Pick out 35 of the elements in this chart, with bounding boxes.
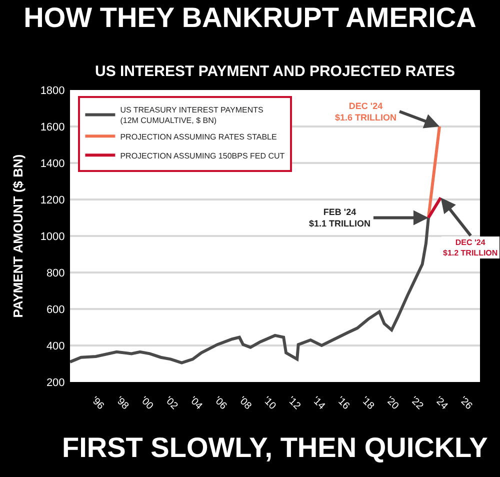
- annotation: FEB '24 $1.1 TRILLION: [309, 207, 371, 229]
- x-tick-label: '10: [260, 394, 278, 412]
- legend-label: PROJECTION ASSUMING 150BPS FED CUT: [120, 151, 285, 160]
- y-tick-label: 400: [46, 340, 65, 352]
- annotation: DEC '24 $1.6 TRILLION: [335, 101, 397, 123]
- y-tick-label: 1000: [40, 230, 65, 243]
- x-tick-label: '08: [236, 394, 254, 412]
- y-tick-label: 200: [46, 376, 65, 389]
- x-tick-label: '26: [457, 394, 474, 412]
- y-tick-label: 1600: [40, 121, 65, 134]
- x-tick-label: '00: [138, 394, 156, 412]
- x-tick-label: '96: [88, 394, 106, 412]
- y-tick-label: 800: [46, 267, 65, 280]
- x-tick-label: '22: [408, 394, 426, 412]
- x-tick-label: '24: [432, 394, 450, 412]
- chart-subtitle: US INTEREST PAYMENT AND PROJECTED RATES: [95, 63, 456, 80]
- x-tick-label: '04: [187, 394, 204, 412]
- x-tick-label: '20: [384, 394, 401, 412]
- y-axis-title: PAYMENT AMOUNT ($ BN): [10, 154, 26, 318]
- x-tick-label: '18: [358, 394, 376, 412]
- annotation: DEC '24 $1.2 TRILLION: [443, 238, 498, 258]
- x-tick-label: '02: [162, 394, 180, 412]
- y-tick-label: 1200: [40, 194, 65, 206]
- x-tick-label: '06: [212, 394, 229, 412]
- y-tick-label: 1800: [40, 84, 65, 97]
- chart-title: HOW THEY BANKRUPT AMERICA: [24, 2, 476, 33]
- x-tick-label: '16: [334, 394, 352, 412]
- y-tick-label: 1400: [40, 158, 65, 170]
- legend-label: PROJECTION ASSUMING RATES STABLE: [120, 132, 277, 142]
- legend-label: US TREASURY INTEREST PAYMENTS (12M CUMUALTIVE, $ BN): [120, 106, 264, 126]
- x-tick-label: '98: [113, 394, 131, 412]
- x-tick-label: '12: [285, 394, 303, 412]
- y-tick-label: 600: [46, 304, 65, 316]
- x-tick-label: '14: [310, 394, 328, 412]
- text: FIRST SLOWLY, THEN QUICKLY: [62, 432, 488, 463]
